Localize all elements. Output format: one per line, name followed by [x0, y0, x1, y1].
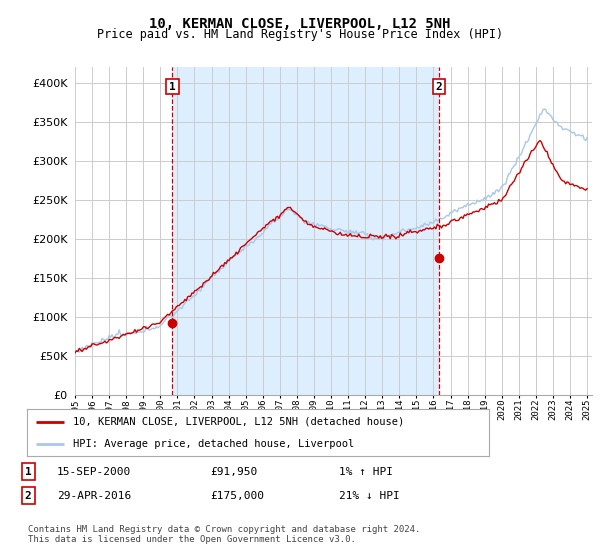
Text: HPI: Average price, detached house, Liverpool: HPI: Average price, detached house, Live… [73, 438, 355, 449]
Text: 29-APR-2016: 29-APR-2016 [57, 491, 131, 501]
Text: 1: 1 [169, 82, 176, 92]
Text: Price paid vs. HM Land Registry's House Price Index (HPI): Price paid vs. HM Land Registry's House … [97, 28, 503, 41]
Text: 2: 2 [436, 82, 442, 92]
Bar [172, 67, 439, 395]
Text: £91,950: £91,950 [210, 466, 257, 477]
Text: Contains HM Land Registry data © Crown copyright and database right 2024.
This d: Contains HM Land Registry data © Crown c… [28, 525, 421, 544]
Text: 1% ↑ HPI: 1% ↑ HPI [339, 466, 393, 477]
Text: 15-SEP-2000: 15-SEP-2000 [57, 466, 131, 477]
Text: 10, KERMAN CLOSE, LIVERPOOL, L12 5NH: 10, KERMAN CLOSE, LIVERPOOL, L12 5NH [149, 17, 451, 31]
Text: 10, KERMAN CLOSE, LIVERPOOL, L12 5NH (detached house): 10, KERMAN CLOSE, LIVERPOOL, L12 5NH (de… [73, 417, 404, 427]
Text: 21% ↓ HPI: 21% ↓ HPI [339, 491, 400, 501]
Text: £175,000: £175,000 [210, 491, 264, 501]
Text: 1: 1 [25, 466, 32, 477]
Text: 2: 2 [25, 491, 32, 501]
